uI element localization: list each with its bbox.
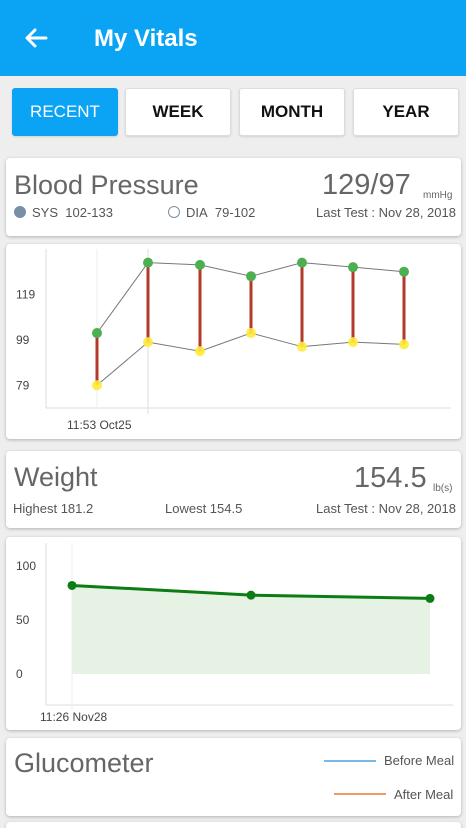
weight-highest: Highest 181.2 <box>13 501 94 516</box>
dia-label: DIA <box>186 205 208 220</box>
x-tick-label: 11:26 Nov28 <box>40 710 107 724</box>
blood-pressure-title: Blood Pressure <box>14 170 199 200</box>
glucometer-card[interactable]: Glucometer Before Meal After Meal <box>6 738 461 816</box>
x-tick-label: 11:53 Oct25 <box>67 418 132 432</box>
sys-dot-icon <box>14 206 26 218</box>
weight-title: Weight <box>14 462 98 492</box>
y-tick-label: 50 <box>16 613 30 627</box>
sys-point <box>348 262 358 273</box>
dia-series-line <box>96 332 405 386</box>
next-card <box>6 822 461 828</box>
tab-month[interactable]: MONTH <box>239 88 345 136</box>
sys-label: SYS <box>32 205 59 220</box>
sys-point <box>246 271 256 282</box>
dia-point <box>246 328 256 339</box>
sys-point <box>143 257 153 268</box>
weight-area-fill <box>72 585 430 674</box>
y-tick-label: 100 <box>16 559 36 573</box>
after-meal-legend-line <box>334 793 386 795</box>
dia-point <box>348 337 358 348</box>
tab-year[interactable]: YEAR <box>353 88 459 136</box>
sys-point <box>195 259 205 270</box>
tab-week[interactable]: WEEK <box>125 88 231 136</box>
blood-pressure-last-test: Last Test : Nov 28, 2018 <box>316 205 456 220</box>
arrow-left-icon[interactable] <box>20 22 52 54</box>
dia-dot-icon <box>168 206 180 218</box>
dia-point <box>297 341 307 352</box>
blood-pressure-unit: mmHg <box>423 190 453 201</box>
dia-range: 79-102 <box>214 205 256 220</box>
before-meal-legend-line <box>324 760 376 762</box>
y-tick-label: 99 <box>16 333 30 347</box>
weight-unit: lb(s) <box>433 483 453 494</box>
blood-pressure-chart: 119 99 79 11:53 Oct25 <box>16 249 451 432</box>
weight-point <box>246 590 256 600</box>
blood-pressure-value: 129/97 <box>322 169 411 201</box>
before-meal-legend-label: Before Meal <box>384 753 455 768</box>
weight-chart: 100 50 0 11:26 Nov28 <box>16 543 453 724</box>
after-meal-legend-label: After Meal <box>394 787 454 802</box>
y-tick-label: 79 <box>16 378 30 392</box>
glucometer-title: Glucometer <box>14 748 154 778</box>
weight-last-test: Last Test : Nov 28, 2018 <box>316 501 456 516</box>
y-tick-label: 0 <box>16 667 23 681</box>
weight-lowest: Lowest 154.5 <box>165 501 243 516</box>
sys-point <box>297 257 307 268</box>
weight-point <box>425 593 435 603</box>
dia-point <box>143 337 153 348</box>
range-tabs: RECENT WEEK MONTH YEAR <box>0 88 466 138</box>
dia-point <box>399 339 409 350</box>
weight-chart-card: 100 50 0 11:26 Nov28 <box>6 537 461 730</box>
page-title: My Vitals <box>94 25 198 52</box>
dia-legend: DIA 79-102 <box>168 205 255 220</box>
app-bar: My Vitals <box>0 0 466 76</box>
sys-range: 102-133 <box>65 205 113 220</box>
blood-pressure-chart-card: 119 99 79 11:53 Oct25 <box>6 244 461 439</box>
dia-point <box>195 346 205 357</box>
weight-card[interactable]: Weight 154.5 lb(s) Highest 181.2 Lowest … <box>6 451 461 528</box>
sys-legend: SYS 102-133 <box>14 205 113 220</box>
weight-value: 154.5 <box>354 462 427 494</box>
y-tick-label: 119 <box>16 287 35 301</box>
dia-point <box>92 380 102 391</box>
weight-point <box>67 580 77 590</box>
tab-recent[interactable]: RECENT <box>12 88 118 136</box>
sys-point <box>399 266 409 277</box>
blood-pressure-card[interactable]: Blood Pressure 129/97 mmHg SYS 102-133 D… <box>6 158 461 236</box>
sys-point <box>92 328 102 339</box>
